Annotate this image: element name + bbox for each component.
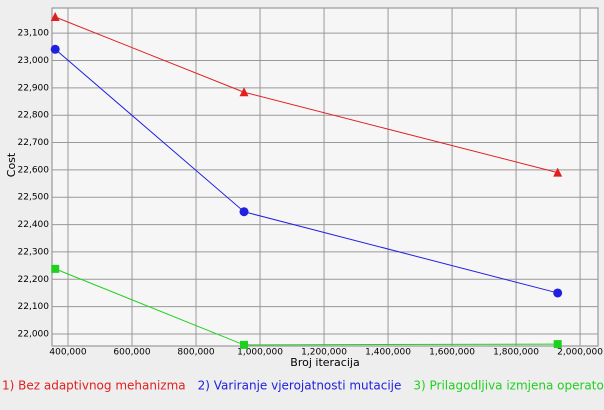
marker [239,87,249,97]
x-tick-label: 600,000 [113,348,150,358]
marker [553,340,562,349]
x-tick-label: 2,000,000 [557,348,603,358]
y-tick-label: 22,100 [18,302,50,312]
y-tick-label: 22,600 [18,165,50,175]
y-tick-label: 22,400 [18,220,50,230]
y-tick-label: 23,000 [18,56,50,66]
x-tick-label: 1,200,000 [301,348,347,358]
marker [239,207,249,217]
legend-entry: 2) Variranje vjerojatnosti mutacije [198,379,402,393]
y-tick-label: 22,300 [18,247,50,257]
x-tick-label: 800,000 [177,348,214,358]
y-tick-label: 22,800 [18,111,50,121]
marker [553,167,563,177]
x-tick-label: 1,000,000 [237,348,283,358]
y-tick-label: 22,900 [18,83,50,93]
y-tick-label: 23,100 [18,29,50,39]
legend-entry: 3) Prilagodljiva izmjena operatora [413,379,604,393]
y-tick-label: 22,000 [18,329,50,339]
marker [51,264,60,273]
marker [50,12,60,22]
y-tick-label: 22,500 [18,193,50,203]
marker [553,288,563,298]
plot-area [51,7,599,347]
x-tick-label: 400,000 [49,348,86,358]
x-tick-label: 1,600,000 [429,348,475,358]
y-axis-title: Cost [5,152,18,177]
y-tick-label: 22,200 [18,275,50,285]
legend-entry: 1) Bez adaptivnog mehanizma [2,379,186,393]
x-tick-label: 1,400,000 [365,348,411,358]
x-tick-label: 1,800,000 [493,348,539,358]
x-axis-title: Broj iteracija [290,356,359,369]
marker [50,44,60,54]
marker [240,340,249,349]
y-tick-label: 22,700 [18,138,50,148]
